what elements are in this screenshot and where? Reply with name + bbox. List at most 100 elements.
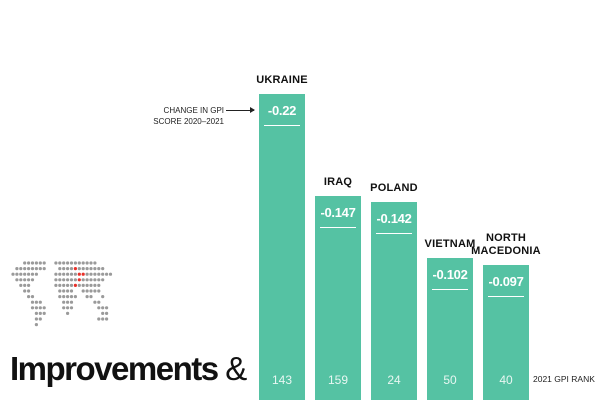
map-dot <box>30 267 35 271</box>
map-dot <box>66 289 70 293</box>
map-dot <box>54 272 58 276</box>
map-dot <box>34 306 38 310</box>
change-value-label: -0.22 <box>267 103 297 118</box>
map-dot <box>34 272 38 276</box>
map-dot <box>66 300 70 304</box>
map-dot <box>27 283 31 287</box>
map-dot <box>66 283 70 287</box>
map-dot <box>85 272 89 276</box>
annotation-label: CHANGE IN GPI SCORE 2020–2021 <box>120 105 224 127</box>
map-dot <box>27 267 31 271</box>
annotation-line-2: SCORE 2020–2021 <box>153 117 224 126</box>
map-dot <box>108 272 113 276</box>
map-dot <box>19 272 23 276</box>
map-dot <box>105 306 109 310</box>
map-dot <box>34 311 38 315</box>
map-dot <box>69 267 74 271</box>
map-dot <box>69 272 74 276</box>
bar-north-macedonia <box>483 265 529 400</box>
annotation-line-1: CHANGE IN GPI <box>163 106 224 115</box>
map-dot <box>34 300 38 304</box>
bar-vietnam <box>427 258 473 400</box>
country-label: POLAND <box>354 182 434 195</box>
map-dot <box>23 261 27 265</box>
map-dot <box>81 272 85 276</box>
map-dot <box>23 267 27 271</box>
map-dot <box>69 300 74 304</box>
map-dot <box>69 261 74 265</box>
map-dot <box>27 261 31 265</box>
country-label-line: NORTH <box>485 232 527 245</box>
map-dot <box>42 261 46 265</box>
map-dot <box>42 311 46 315</box>
map-dot <box>85 295 89 299</box>
change-value-label: -0.142 <box>376 211 412 227</box>
map-dot <box>58 295 62 299</box>
map-dot <box>27 295 31 299</box>
map-dot <box>15 278 19 282</box>
map-dot <box>62 306 66 310</box>
map-dot <box>101 317 105 321</box>
country-label: UKRAINE <box>242 74 322 87</box>
map-dot <box>73 295 77 299</box>
page-title: Improvements & <box>10 350 247 388</box>
rank-axis-label: 2021 GPI RANK <box>533 374 595 384</box>
map-dot <box>81 261 85 265</box>
map-dot <box>97 278 101 282</box>
value-underline <box>376 233 412 235</box>
map-dot <box>69 278 74 282</box>
map-dot <box>97 300 101 304</box>
map-dot <box>101 306 105 310</box>
bar-iraq <box>315 195 361 400</box>
map-dot <box>73 278 77 282</box>
map-dot <box>93 267 97 271</box>
map-dot <box>97 267 101 271</box>
map-dot <box>73 267 77 271</box>
map-dot <box>54 261 58 265</box>
map-dot <box>66 261 70 265</box>
map-dot <box>23 272 27 276</box>
map-dot <box>58 283 62 287</box>
title-main: Improvements <box>10 350 219 387</box>
map-dot <box>11 272 15 276</box>
map-dot <box>101 278 105 282</box>
map-dot <box>66 272 70 276</box>
map-dot <box>58 267 62 271</box>
map-dot <box>27 289 31 293</box>
country-label-line: IRAQ <box>323 175 353 188</box>
map-dot <box>38 261 42 265</box>
map-dot <box>23 283 27 287</box>
map-dot <box>30 261 35 265</box>
change-value-label: -0.102 <box>432 267 468 283</box>
country-label-line: UKRAINE <box>256 74 308 86</box>
map-dot <box>54 283 58 287</box>
map-dot <box>73 261 77 265</box>
map-dot <box>19 278 23 282</box>
map-dot <box>58 289 62 293</box>
map-dot <box>77 283 81 287</box>
country-label-line: MACEDONIA <box>471 245 541 258</box>
map-dot <box>62 289 66 293</box>
map-dot <box>62 278 66 282</box>
value-underline <box>488 296 524 298</box>
rank-value-label: 143 <box>271 373 293 387</box>
map-dot <box>38 317 42 321</box>
value-underline <box>264 125 300 126</box>
map-dot <box>85 283 89 287</box>
map-dot <box>66 311 70 315</box>
map-dot <box>85 289 89 293</box>
map-dot <box>105 272 109 276</box>
map-dot <box>62 261 66 265</box>
map-dot <box>101 311 105 315</box>
bar-poland <box>371 202 417 400</box>
map-dot <box>62 267 66 271</box>
map-dot <box>85 278 89 282</box>
map-dot <box>42 306 46 310</box>
map-dot <box>34 323 38 327</box>
map-dot <box>97 272 101 276</box>
map-dot <box>81 267 85 271</box>
map-dot <box>97 317 101 321</box>
map-dot <box>58 272 62 276</box>
map-dot <box>66 306 70 310</box>
